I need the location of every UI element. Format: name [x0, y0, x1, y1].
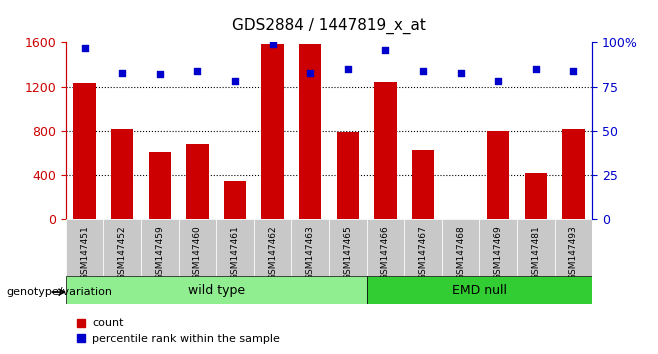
- Bar: [186, 144, 209, 219]
- FancyBboxPatch shape: [141, 219, 178, 276]
- Text: GDS2884 / 1447819_x_at: GDS2884 / 1447819_x_at: [232, 18, 426, 34]
- Point: [192, 68, 203, 74]
- Point: [380, 47, 391, 52]
- Text: GSM147460: GSM147460: [193, 225, 202, 280]
- FancyBboxPatch shape: [178, 219, 216, 276]
- Text: GSM147493: GSM147493: [569, 225, 578, 280]
- FancyBboxPatch shape: [367, 219, 404, 276]
- Point: [80, 45, 90, 51]
- Point: [455, 70, 466, 75]
- Text: GSM147468: GSM147468: [456, 225, 465, 280]
- Point: [343, 66, 353, 72]
- Text: GSM147465: GSM147465: [343, 225, 352, 280]
- Text: wild type: wild type: [188, 284, 245, 297]
- Point: [117, 70, 128, 75]
- Bar: [299, 44, 322, 219]
- Bar: [111, 129, 134, 219]
- Point: [493, 79, 503, 84]
- FancyBboxPatch shape: [555, 219, 592, 276]
- FancyBboxPatch shape: [254, 219, 291, 276]
- Bar: [261, 44, 284, 219]
- FancyBboxPatch shape: [216, 219, 254, 276]
- FancyBboxPatch shape: [517, 219, 555, 276]
- Text: EMD null: EMD null: [452, 284, 507, 297]
- Bar: [412, 150, 434, 219]
- Bar: [524, 173, 547, 219]
- Point: [267, 41, 278, 47]
- Point: [418, 68, 428, 74]
- FancyBboxPatch shape: [66, 219, 103, 276]
- FancyBboxPatch shape: [367, 276, 592, 304]
- Point: [305, 70, 315, 75]
- FancyBboxPatch shape: [291, 219, 329, 276]
- FancyBboxPatch shape: [404, 219, 442, 276]
- Bar: [374, 82, 397, 219]
- Text: GSM147466: GSM147466: [381, 225, 390, 280]
- Text: GSM147462: GSM147462: [268, 225, 277, 280]
- Text: GSM147469: GSM147469: [494, 225, 503, 280]
- Text: GSM147467: GSM147467: [418, 225, 428, 280]
- Text: genotype/variation: genotype/variation: [7, 287, 113, 297]
- Text: GSM147481: GSM147481: [531, 225, 540, 280]
- Point: [530, 66, 541, 72]
- FancyBboxPatch shape: [66, 276, 367, 304]
- Text: GSM147463: GSM147463: [306, 225, 315, 280]
- Bar: [73, 84, 96, 219]
- FancyBboxPatch shape: [103, 219, 141, 276]
- Bar: [149, 152, 171, 219]
- Legend: count, percentile rank within the sample: count, percentile rank within the sample: [71, 314, 285, 348]
- Point: [230, 79, 240, 84]
- FancyBboxPatch shape: [480, 219, 517, 276]
- Bar: [562, 129, 585, 219]
- Bar: [224, 181, 246, 219]
- Bar: [487, 131, 509, 219]
- Point: [568, 68, 578, 74]
- FancyBboxPatch shape: [442, 219, 480, 276]
- Text: GSM147451: GSM147451: [80, 225, 89, 280]
- FancyBboxPatch shape: [329, 219, 367, 276]
- Text: GSM147459: GSM147459: [155, 225, 164, 280]
- Text: GSM147452: GSM147452: [118, 225, 127, 280]
- Point: [155, 72, 165, 77]
- Text: GSM147461: GSM147461: [230, 225, 240, 280]
- Bar: [336, 132, 359, 219]
